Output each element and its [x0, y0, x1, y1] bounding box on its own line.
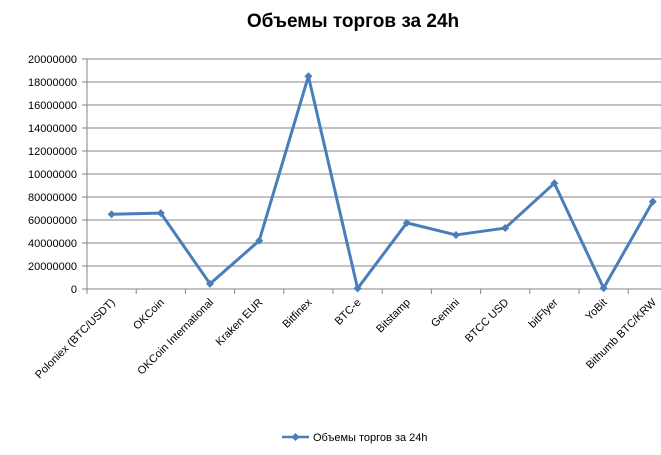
data-point: [599, 284, 608, 293]
legend: Объемы торгов за 24h: [282, 432, 428, 444]
series-layer: [107, 72, 657, 293]
data-point: [648, 197, 657, 206]
data-point: [304, 72, 313, 81]
series-line: [111, 74, 655, 290]
y-tick-label: 20000000: [28, 54, 77, 66]
x-tick-label: BTCC USD: [463, 297, 511, 345]
x-tick-label: Bitfinex: [281, 296, 315, 330]
x-tick-label: Bitstamp: [374, 297, 413, 336]
data-point: [206, 279, 214, 288]
y-tick-label: 12000000: [28, 146, 77, 158]
x-tick-label: YoBit: [583, 297, 609, 323]
x-tick-label: bitFlyer: [527, 296, 561, 330]
y-tick-label: 20000000: [28, 261, 77, 273]
x-tick-label: Gemini: [429, 297, 462, 330]
data-point: [501, 224, 510, 233]
legend-marker: [291, 433, 300, 441]
x-tick-label: OKCoin: [131, 297, 167, 333]
data-point: [255, 236, 264, 245]
data-point: [550, 179, 559, 188]
x-tick-label: BTC-e: [333, 297, 364, 328]
data-point: [156, 209, 165, 218]
y-tick-label: 10000000: [28, 169, 77, 181]
chart-title: Объемы торгов за 24h: [247, 11, 459, 32]
y-tick-label: 40000000: [28, 238, 77, 250]
x-tick-label: Kraken EUR: [214, 297, 266, 349]
data-point: [452, 230, 460, 239]
y-tick-label: 16000000: [28, 100, 77, 112]
y-tick-label: 60000000: [28, 215, 77, 227]
data-point: [107, 210, 116, 219]
data-point: [402, 218, 411, 227]
y-tick-label: 18000000: [28, 77, 77, 89]
y-tick-label: 0: [71, 284, 77, 296]
y-tick-label: 80000000: [28, 192, 77, 204]
gridlines: [87, 58, 661, 267]
y-axis: 0 20000000 40000000 60000000 80000000 1000000…: [28, 54, 88, 296]
legend-label: Объемы торгов за 24h: [313, 432, 428, 444]
x-tick-label: Poloniex (BTC/USDT): [33, 297, 118, 382]
y-tick-label: 14000000: [28, 123, 77, 135]
data-point: [353, 284, 362, 293]
